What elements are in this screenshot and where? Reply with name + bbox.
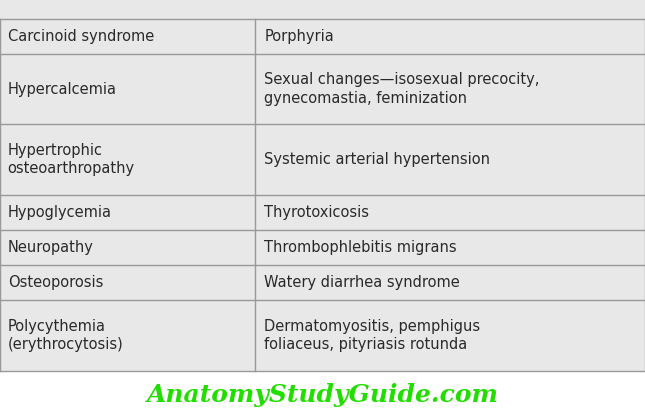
Text: AnatomyStudyGuide.com: AnatomyStudyGuide.com bbox=[146, 383, 499, 407]
Text: Hypoglycemia: Hypoglycemia bbox=[8, 205, 112, 220]
Text: Neuropathy: Neuropathy bbox=[8, 240, 94, 255]
Text: Systemic arterial hypertension: Systemic arterial hypertension bbox=[264, 152, 490, 167]
Text: Thyrotoxicosis: Thyrotoxicosis bbox=[264, 205, 370, 220]
Text: Osteoporosis: Osteoporosis bbox=[8, 275, 103, 290]
Text: Watery diarrhea syndrome: Watery diarrhea syndrome bbox=[264, 275, 460, 290]
Text: Hypercalcemia: Hypercalcemia bbox=[8, 82, 117, 97]
Text: Carcinoid syndrome: Carcinoid syndrome bbox=[8, 29, 154, 44]
Text: Thrombophlebitis migrans: Thrombophlebitis migrans bbox=[264, 240, 457, 255]
Text: Porphyria: Porphyria bbox=[264, 29, 334, 44]
Text: Sexual changes—isosexual precocity,
gynecomastia, feminization: Sexual changes—isosexual precocity, gyne… bbox=[264, 72, 540, 106]
Bar bbox=[0, 371, 645, 419]
Text: Hypertrophic
osteoarthropathy: Hypertrophic osteoarthropathy bbox=[8, 143, 135, 176]
Text: Dermatomyositis, pemphigus
foliaceus, pityriasis rotunda: Dermatomyositis, pemphigus foliaceus, pi… bbox=[264, 319, 481, 352]
Text: Polycythemia
(erythrocytosis): Polycythemia (erythrocytosis) bbox=[8, 319, 123, 352]
